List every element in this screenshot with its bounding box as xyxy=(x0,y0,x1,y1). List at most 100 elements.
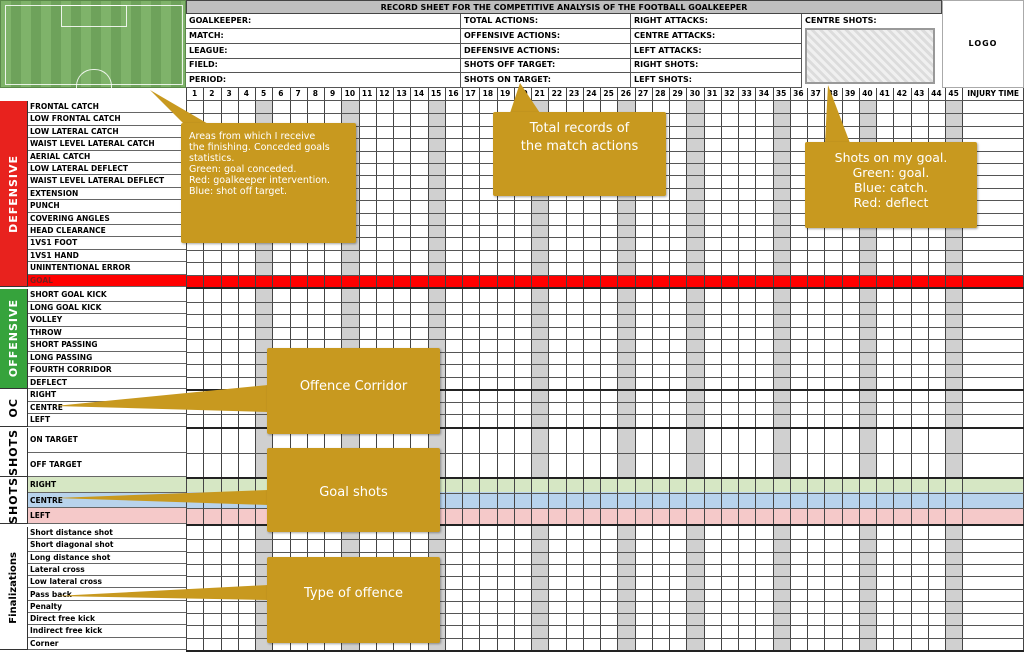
minute-column-header: 7 xyxy=(295,89,301,98)
grid-hline xyxy=(186,249,1024,251)
minute-column-header: 28 xyxy=(655,89,666,98)
total-records-callout-line: the match actions xyxy=(520,139,639,154)
row-label: Low lateral cross xyxy=(28,576,186,589)
goal-net-diagram xyxy=(805,28,935,84)
minute-column-header: 43 xyxy=(913,89,925,98)
grid-vline xyxy=(910,88,912,650)
goal-shots-callout: Goal shots xyxy=(267,448,440,532)
type-of-offence-callout-line: Type of offence xyxy=(304,586,403,601)
callout-pointer xyxy=(825,85,850,143)
row-label: DEFLECT xyxy=(28,377,186,389)
minute-column-header: 9 xyxy=(330,89,336,98)
row-label: OFF TARGET xyxy=(28,453,186,477)
grid-vline xyxy=(841,88,843,650)
minute-column-header: 39 xyxy=(844,89,856,98)
total-records-callout-text: Total records of the match actions xyxy=(493,120,666,156)
row-label: GOAL xyxy=(28,274,186,287)
grid-hline xyxy=(186,314,1024,315)
section-divider xyxy=(186,287,1024,289)
callout-pointer xyxy=(150,90,210,125)
grid-vline xyxy=(479,88,481,650)
grid-hline xyxy=(186,339,1024,340)
grid-vline xyxy=(789,88,791,650)
areas-callout: Areas from which I receive the finishing.… xyxy=(181,123,356,243)
section-shots1: SHOTS xyxy=(0,428,28,477)
row-label: LEFT xyxy=(28,508,186,525)
callout-pointer xyxy=(510,83,540,113)
callout-pointer xyxy=(55,490,268,505)
grid-vline xyxy=(186,88,187,650)
row-label: LONG PASSING xyxy=(28,352,186,364)
areas-callout-line: Areas from which I receive xyxy=(189,131,316,142)
grid-vline xyxy=(600,88,601,650)
row-label: LEFT xyxy=(28,414,186,428)
grid-hline xyxy=(186,212,1024,214)
row-label: CENTRE xyxy=(28,402,186,415)
grid-vline xyxy=(945,88,946,650)
header-field-label: PERIOD: xyxy=(186,73,461,89)
grid-hline xyxy=(186,613,1024,615)
row-label: Short distance shot xyxy=(28,527,186,540)
minute-column-header: 18 xyxy=(482,89,494,98)
header-field-label: OFFENSIVE ACTIONS: xyxy=(461,28,631,44)
type-of-offence-callout-text: Type of offence xyxy=(267,586,440,602)
header-field-label: LEFT SHOTS: xyxy=(631,73,802,89)
row-label: COVERING ANGLES xyxy=(28,213,186,225)
row-label: FRONTAL CATCH xyxy=(28,101,186,114)
grid-vline xyxy=(496,88,498,650)
section-offensive: OFFENSIVE xyxy=(0,289,28,389)
goal-shots-callout-line: Goal shots xyxy=(319,485,388,500)
grid-hline xyxy=(186,576,1024,578)
grid-vline xyxy=(237,88,239,650)
grid-hline xyxy=(186,200,1024,202)
section-divider xyxy=(186,477,1024,479)
grid-hline xyxy=(186,551,1024,553)
grid-vline xyxy=(203,88,205,650)
section-defensive: DEFENSIVE xyxy=(0,101,28,287)
section-shots2: SHOTS xyxy=(0,477,28,525)
minute-column-header: 1 xyxy=(192,89,198,98)
sheet-title: RECORD SHEET FOR THE COMPETITIVE ANALYSI… xyxy=(186,0,942,14)
grid-hline xyxy=(186,492,1024,494)
minute-column-header: 35 xyxy=(775,89,787,98)
row-label: Penalty xyxy=(28,601,186,614)
row-label: Long distance shot xyxy=(28,552,186,564)
grid-vline xyxy=(220,88,222,650)
header-field-label: LEAGUE: xyxy=(186,43,461,59)
offence-corridor-callout: Offence Corridor xyxy=(267,348,440,434)
grid-vline xyxy=(669,88,670,650)
total-records-callout: Total records of the match actions xyxy=(493,112,666,196)
total-records-callout-line: Total records of xyxy=(529,121,630,136)
row-label: Direct free kick xyxy=(28,613,186,626)
grid-hline xyxy=(186,351,1024,353)
minute-column-header: 4 xyxy=(243,89,249,98)
grid-vline xyxy=(858,88,860,650)
grid-vline xyxy=(893,88,895,650)
injury-time-header: INJURY TIME xyxy=(967,89,1020,98)
header-field-label: DEFENSIVE ACTIONS: xyxy=(461,43,631,59)
grid-vline xyxy=(513,88,515,650)
shots-on-goal-callout-line: Shots on my goal. xyxy=(834,150,948,165)
grid-vline xyxy=(582,88,584,650)
offence-corridor-callout-line: Offence Corridor xyxy=(299,379,408,394)
grid-vline xyxy=(617,88,619,650)
minute-column-header: 29 xyxy=(672,89,683,98)
row-label: PUNCH xyxy=(28,200,186,213)
row-label: 1VS1 HAND xyxy=(28,250,186,263)
row-label: THROW xyxy=(28,327,186,339)
callout-pointer xyxy=(55,585,268,600)
header-field-label: RIGHT ATTACKS: xyxy=(631,14,802,29)
grid-vline xyxy=(755,88,757,650)
minute-column-header: 8 xyxy=(312,89,318,98)
grid-hline xyxy=(186,600,1024,602)
grid-vline xyxy=(807,88,808,650)
minute-column-header: 30 xyxy=(689,89,701,98)
areas-callout-line: Blue: shot off target. xyxy=(189,186,288,197)
grid-hline xyxy=(186,364,1024,365)
areas-callout-line: the finishing. Conceded goals xyxy=(189,142,330,153)
areas-callout-text: Areas from which I receive the finishing.… xyxy=(181,131,356,197)
grid-vline xyxy=(531,88,532,650)
row-label: LONG GOAL KICK xyxy=(28,302,186,314)
minute-column-header: 5 xyxy=(261,89,267,98)
header-field-label: RIGHT SHOTS: xyxy=(631,58,802,74)
